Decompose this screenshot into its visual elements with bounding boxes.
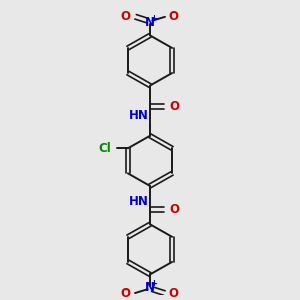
Text: +: + (150, 14, 158, 23)
Text: O: O (121, 286, 130, 300)
Text: O: O (169, 203, 179, 216)
Text: O: O (169, 10, 178, 23)
Text: -: - (172, 9, 175, 18)
Text: N: N (145, 281, 155, 294)
Text: HN: HN (129, 110, 148, 122)
Text: O: O (169, 286, 178, 300)
Text: N: N (145, 16, 155, 28)
Text: -: - (123, 284, 128, 295)
Text: HN: HN (129, 195, 148, 208)
Text: O: O (169, 100, 179, 113)
Text: Cl: Cl (99, 142, 111, 155)
Text: O: O (121, 10, 130, 23)
Text: +: + (150, 279, 158, 288)
